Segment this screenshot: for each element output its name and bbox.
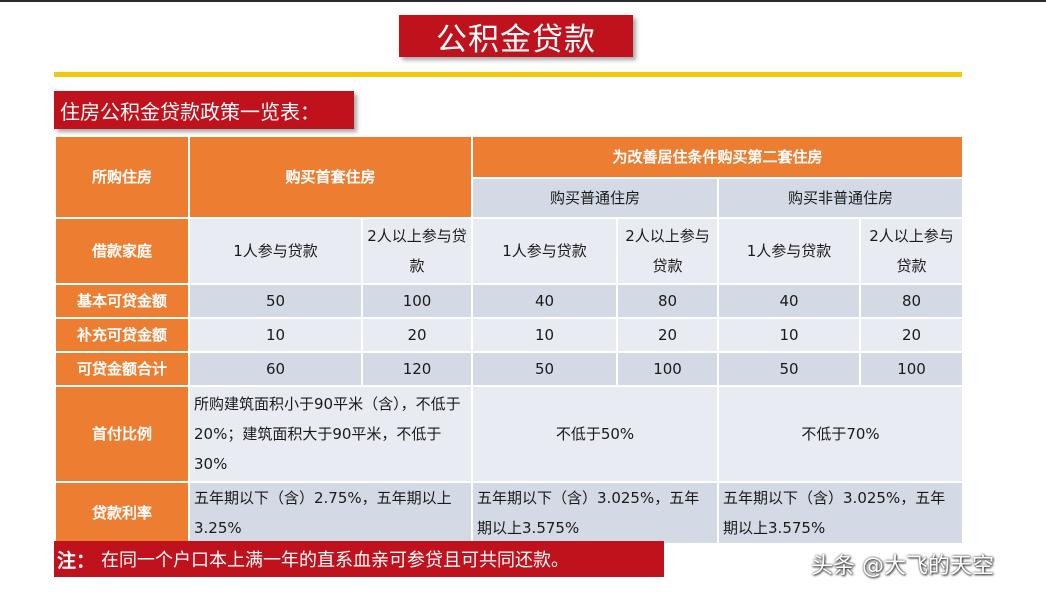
header-second-non-normal: 购买非普通住房 — [717, 177, 965, 219]
policy-table: 所购住房 购买首套住房 为改善居住条件购买第二套住房 购买普通住房 购买非普通住… — [54, 135, 965, 545]
row-label-supplement: 补充可贷金额 — [54, 317, 190, 353]
table-cell: 40 — [717, 283, 862, 319]
header-house-type: 所购住房 — [54, 135, 190, 219]
table-cell: 60 — [188, 351, 363, 387]
cell-two-persons: 2人以上参与贷款 — [616, 217, 720, 285]
header-first-home: 购买首套住房 — [187, 135, 474, 219]
table-cell: 80 — [616, 283, 720, 319]
table-cell: 50 — [188, 283, 363, 319]
note-banner: 注： 在同一个户口本上满一年的直系血亲可参贷且可共同还款。 — [54, 541, 664, 577]
cell-one-person: 1人参与贷款 — [717, 217, 862, 285]
watermark: 头条 @大飞的天空 — [811, 554, 994, 579]
note-label: 注： — [57, 549, 96, 572]
page-title: 公积金贷款 — [436, 21, 596, 58]
title-banner: 公积金贷款 — [399, 15, 633, 58]
cell-down-payment-first: 所购建筑面积小于90平米（含），不低于20%；建筑面积大于90平米，不低于30% — [187, 385, 474, 483]
header-second-home: 为改善居住条件购买第二套住房 — [471, 135, 965, 179]
cell-one-person: 1人参与贷款 — [188, 217, 363, 285]
cell-rate-first: 五年期以下（含）2.75%，五年期以上3.25% — [187, 481, 474, 545]
row-label-basic: 基本可贷金额 — [54, 283, 190, 319]
table-cell: 120 — [360, 351, 474, 387]
table-cell: 10 — [471, 317, 619, 353]
policy-table-wrapper: 所购住房 购买首套住房 为改善居住条件购买第二套住房 购买普通住房 购买非普通住… — [54, 135, 965, 545]
table-cell: 10 — [717, 317, 862, 353]
note-text: 在同一个户口本上满一年的直系血亲可参贷且可共同还款。 — [101, 550, 570, 571]
cell-rate-second-normal: 五年期以下（含）3.025%，五年期以上3.575% — [471, 481, 720, 545]
table-cell: 80 — [859, 283, 965, 319]
yellow-divider — [54, 72, 962, 77]
cell-two-persons: 2人以上参与贷款 — [859, 217, 965, 285]
subtitle-banner: 住房公积金贷款政策一览表： — [54, 91, 354, 129]
cell-rate-second-non-normal: 五年期以下（含）3.025%，五年期以上3.575% — [717, 481, 965, 545]
table-cell: 20 — [360, 317, 474, 353]
table-cell: 50 — [717, 351, 862, 387]
row-label-rate: 贷款利率 — [54, 481, 190, 545]
cell-down-payment-second-non-normal: 不低于70% — [717, 385, 965, 483]
table-cell: 10 — [188, 317, 363, 353]
cell-two-persons: 2人以上参与贷款 — [360, 217, 474, 285]
header-second-normal: 购买普通住房 — [471, 177, 720, 219]
table-cell: 40 — [471, 283, 619, 319]
cell-down-payment-second-normal: 不低于50% — [471, 385, 720, 483]
table-cell: 100 — [616, 351, 720, 387]
table-cell: 20 — [859, 317, 965, 353]
row-label-total: 可贷金额合计 — [54, 351, 190, 387]
cell-one-person: 1人参与贷款 — [471, 217, 619, 285]
row-label-family: 借款家庭 — [54, 217, 190, 285]
table-cell: 100 — [859, 351, 965, 387]
table-cell: 100 — [360, 283, 474, 319]
row-label-down-payment: 首付比例 — [54, 385, 190, 483]
table-cell: 20 — [616, 317, 720, 353]
subtitle: 住房公积金贷款政策一览表： — [60, 99, 320, 124]
top-border — [0, 0, 1046, 2]
table-cell: 50 — [471, 351, 619, 387]
